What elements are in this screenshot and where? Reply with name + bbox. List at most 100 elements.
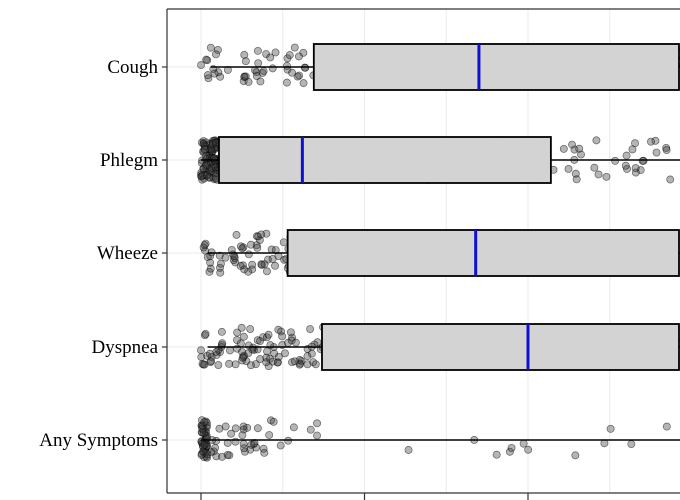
point-4-82 <box>223 450 232 459</box>
point-0-269 <box>210 69 219 78</box>
point-4-54 <box>239 440 248 448</box>
point-1-53 <box>666 175 675 184</box>
point-3-213 <box>200 360 209 369</box>
point-2-259 <box>206 258 215 267</box>
point-0-91 <box>253 46 262 55</box>
point-4-91 <box>198 424 207 433</box>
point-3-281 <box>246 361 255 370</box>
point-3-152 <box>239 332 248 341</box>
point-3-38 <box>231 360 240 369</box>
point-0-285 <box>301 63 310 72</box>
point-1-285 <box>572 175 581 184</box>
point-3-88 <box>197 353 206 362</box>
category-label-3: Dyspnea <box>92 337 159 358</box>
box-1 <box>218 136 552 184</box>
point-0-230 <box>213 46 222 54</box>
point-4-88 <box>200 441 209 449</box>
point-1-223 <box>662 146 671 155</box>
point-0-108 <box>268 64 277 73</box>
point-3-233 <box>278 332 287 341</box>
point-2-304 <box>236 242 245 251</box>
point-2-144 <box>252 241 261 250</box>
point-4-89 <box>627 440 636 449</box>
point-3-195 <box>303 352 312 361</box>
point-1-225 <box>628 145 637 154</box>
category-label-4: Any Symptoms <box>39 430 158 451</box>
point-2-240 <box>271 261 279 270</box>
point-4-49 <box>212 452 221 461</box>
point-4-86 <box>203 450 212 459</box>
point-3-159 <box>256 337 265 346</box>
point-1-240 <box>564 164 573 173</box>
point-3-269 <box>214 361 223 369</box>
point-3-263 <box>212 347 221 356</box>
point-1-268 <box>202 161 211 169</box>
point-4-24 <box>492 450 501 459</box>
point-3-215 <box>274 352 283 361</box>
box-0 <box>312 43 680 91</box>
point-4-57 <box>238 431 247 440</box>
point-1-93 <box>631 168 640 177</box>
point-1-21 <box>594 170 603 179</box>
point-2-284 <box>200 241 209 250</box>
point-4-43 <box>211 443 220 452</box>
point-3-200 <box>238 347 247 356</box>
point-0-265 <box>203 71 212 80</box>
point-0-132 <box>285 51 294 60</box>
point-0-84 <box>241 57 250 66</box>
point-2-166 <box>244 267 253 276</box>
point-4-75 <box>259 444 268 453</box>
point-3-50 <box>246 325 255 333</box>
category-labels: Cough Phlegm Wheeze Dyspnea Any Symptoms <box>39 57 158 451</box>
point-1-253 <box>590 163 599 172</box>
point-1-269 <box>638 157 647 165</box>
point-3-169 <box>226 346 234 355</box>
point-3-94 <box>273 358 282 367</box>
point-1-35 <box>559 144 568 153</box>
point-1-210 <box>575 144 584 153</box>
point-2-129 <box>206 264 215 273</box>
point-3-39 <box>225 359 234 368</box>
point-1-255 <box>203 171 212 180</box>
point-3-309 <box>290 357 299 366</box>
point-2-121 <box>268 255 277 263</box>
point-0-154 <box>293 72 302 81</box>
point-2-132 <box>244 250 253 259</box>
point-4-31 <box>240 444 248 453</box>
point-4-44 <box>260 448 269 457</box>
point-4-67 <box>202 418 211 427</box>
point-4-65 <box>519 439 528 448</box>
point-0-194 <box>197 61 206 70</box>
point-4-69 <box>404 446 413 454</box>
point-3-272 <box>268 357 277 366</box>
point-3-202 <box>233 328 242 337</box>
boxes <box>201 43 680 441</box>
point-2-302 <box>253 243 262 252</box>
point-3-186 <box>280 349 289 358</box>
axes <box>162 8 680 500</box>
point-3-275 <box>217 327 226 336</box>
point-1-283 <box>210 154 219 163</box>
point-4-33 <box>269 417 278 426</box>
point-4-9 <box>289 423 298 432</box>
point-0-148 <box>282 61 291 70</box>
point-2-183 <box>247 240 255 249</box>
point-1-185 <box>592 136 601 145</box>
point-2-186 <box>257 260 266 269</box>
point-0-253 <box>252 72 261 81</box>
point-1-177 <box>646 137 655 146</box>
point-3-141 <box>287 336 296 345</box>
point-0-307 <box>241 72 250 81</box>
point-3-286 <box>286 328 295 337</box>
point-1-228 <box>199 171 208 180</box>
point-3-234 <box>303 360 312 369</box>
point-3-185 <box>274 325 283 334</box>
point-1-197 <box>631 164 640 173</box>
point-4-38 <box>505 447 514 456</box>
point-4-50 <box>221 422 230 431</box>
point-4-5 <box>276 441 285 450</box>
point-0-237 <box>240 50 249 59</box>
point-1-226 <box>201 162 210 171</box>
point-3-236 <box>307 349 316 358</box>
